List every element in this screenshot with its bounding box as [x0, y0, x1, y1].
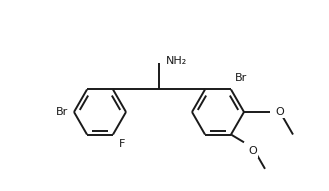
Text: F: F [119, 138, 125, 149]
Text: Br: Br [56, 107, 68, 117]
Text: O: O [275, 107, 284, 117]
Text: Br: Br [235, 74, 247, 83]
Text: NH₂: NH₂ [166, 57, 187, 66]
Text: O: O [248, 146, 257, 156]
